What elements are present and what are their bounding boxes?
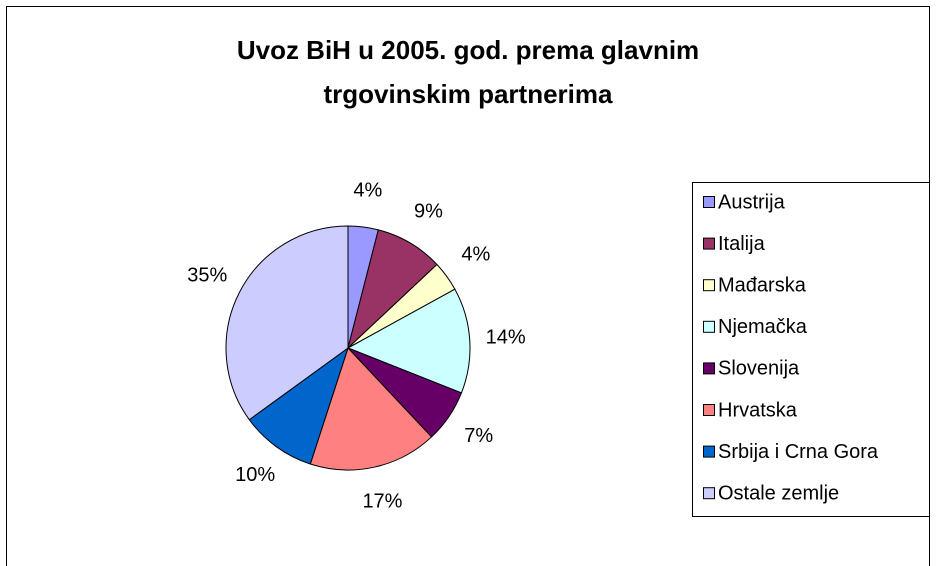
chart-title: trgovinskim partnerima [324, 79, 614, 109]
legend-label: Mađarska [718, 274, 807, 296]
data-label: 14% [486, 326, 526, 348]
legend-label: Austrija [718, 191, 786, 213]
data-label: 7% [464, 425, 493, 447]
pie-slice [225, 225, 349, 421]
data-label: 35% [187, 265, 227, 287]
data-label: 4% [461, 243, 490, 265]
data-label: 17% [362, 490, 402, 512]
legend-swatch [703, 320, 715, 333]
pie-slice [248, 346, 349, 465]
legend-label: Njemačka [718, 316, 808, 338]
data-label: 9% [414, 200, 443, 222]
chart-title: Uvoz BiH u 2005. god. prema glavnim [237, 35, 699, 65]
legend-swatch [703, 237, 715, 250]
data-label: 4% [353, 180, 382, 202]
legend-swatch [703, 445, 715, 458]
legend-label: Srbija i Crna Gora [718, 441, 879, 463]
legend-swatch [703, 404, 715, 416]
legend-swatch [703, 487, 715, 500]
pie-slice [309, 347, 433, 471]
legend-swatch [703, 362, 715, 375]
legend-label: Ostale zemlje [718, 482, 839, 504]
legend-swatch [703, 196, 715, 208]
legend-box [692, 182, 930, 517]
data-label: 10% [235, 464, 275, 486]
legend-label: Hrvatska [718, 399, 798, 421]
legend-swatch [703, 279, 715, 292]
legend-label: Slovenija [718, 358, 800, 380]
legend-label: Italija [718, 233, 766, 255]
pie-slice [346, 288, 471, 394]
